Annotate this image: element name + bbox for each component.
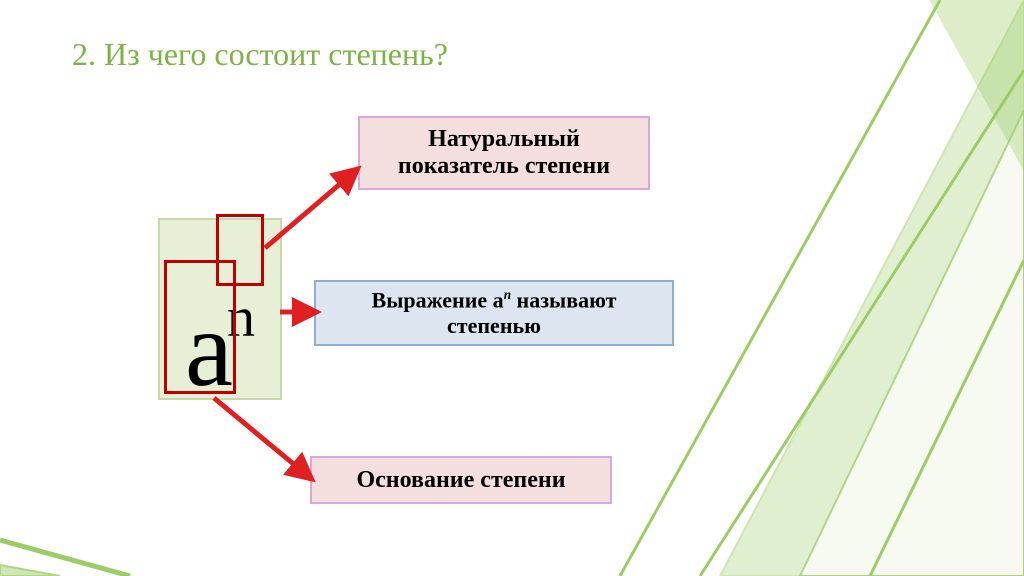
label-expression: Выражение an называют степенью — [314, 280, 674, 346]
label-expression-line2: степенью — [447, 313, 541, 339]
label-base-line1: Основание степени — [356, 467, 565, 494]
label-exponent: Натуральный показатель степени — [358, 116, 650, 190]
label-exponent-line1: Натуральный — [428, 126, 580, 153]
page-title: 2. Из чего состоит степень? — [72, 36, 448, 73]
arrow-to-base — [214, 398, 308, 476]
highlight-base — [164, 260, 236, 394]
label-exponent-line2: показатель степени — [398, 153, 610, 180]
label-base: Основание степени — [310, 456, 612, 504]
label-expression-line1: Выражение an называют — [372, 287, 617, 313]
title-text: 2. Из чего состоит степень? — [72, 36, 448, 72]
